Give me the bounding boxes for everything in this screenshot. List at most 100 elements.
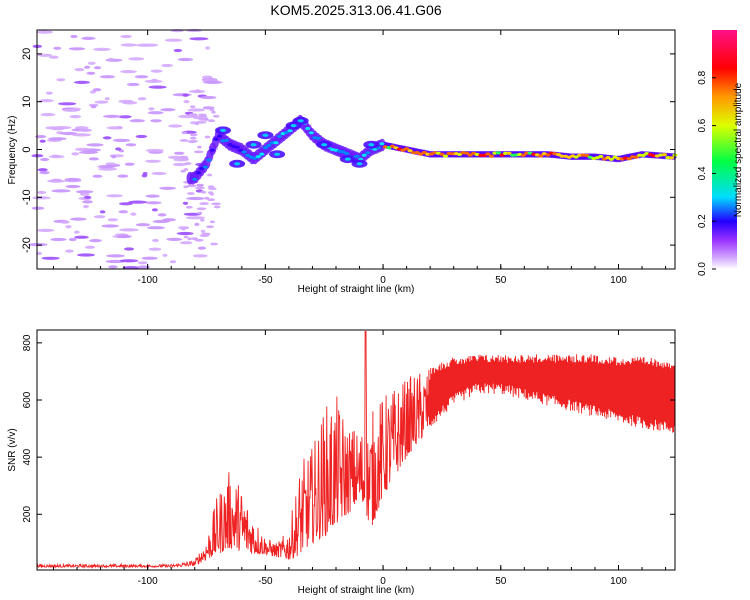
noise-cell	[197, 246, 206, 250]
noise-cell	[119, 259, 139, 263]
ridge-cell	[573, 155, 579, 159]
noise-cell	[124, 162, 135, 166]
noise-cell	[179, 139, 189, 142]
noise-cell	[48, 55, 59, 59]
noise-cell	[145, 159, 162, 163]
colorbar-ticks: 0.0 0.2 0.4 0.6 0.8	[697, 70, 716, 276]
noise-cell	[146, 226, 165, 230]
x-tick-label: 50	[495, 576, 507, 587]
ridge-cell	[598, 154, 604, 159]
noise-cell	[70, 217, 87, 221]
noise-cell	[145, 201, 162, 205]
noise-cell	[126, 82, 140, 87]
noise-cell	[182, 93, 189, 97]
noise-cell	[185, 216, 206, 220]
noise-cell	[86, 71, 96, 75]
noise-cell	[68, 47, 86, 51]
snr-x-label: Height of straight line (km)	[298, 585, 415, 596]
noise-cell	[152, 238, 159, 243]
noise-cell	[74, 235, 89, 239]
noise-cell	[115, 147, 122, 151]
noise-cell	[189, 136, 197, 140]
noise-cell	[79, 192, 90, 196]
noise-cell	[90, 90, 96, 94]
noise-cell	[135, 134, 148, 139]
noise-cell	[151, 208, 158, 212]
noise-cell	[150, 69, 163, 73]
snr-y-ticks: 200 400 600 800	[22, 334, 675, 523]
noise-cell	[172, 162, 187, 167]
noise-cell	[125, 143, 137, 147]
noise-cell	[119, 202, 133, 206]
y-tick-label: 800	[22, 334, 33, 351]
noise-cell	[69, 115, 82, 119]
noise-cell	[89, 239, 102, 243]
noise-cell	[51, 154, 60, 158]
ridge-cell	[633, 155, 639, 159]
ridge-cell	[439, 152, 445, 156]
ridge-cell	[404, 147, 410, 151]
noise-cell	[86, 143, 104, 147]
noise-cell	[200, 229, 206, 233]
noise-cell	[164, 38, 183, 42]
noise-cell	[150, 119, 162, 123]
noise-cell	[90, 105, 97, 109]
y-tick-label: -20	[21, 237, 33, 253]
colorbar-tick-label: 0.6	[697, 118, 708, 132]
noise-cell	[209, 108, 215, 112]
ridge-blob-core	[220, 128, 226, 132]
x-tick-label: 0	[380, 576, 386, 587]
noise-cell	[182, 226, 190, 230]
ridge-cell	[259, 152, 265, 156]
noise-cell	[186, 184, 197, 188]
noise-cell	[32, 196, 51, 200]
noise-cell	[58, 102, 77, 106]
colorbar-label: Normalized spectral amplitude	[733, 82, 744, 217]
ridge-blob-core	[262, 133, 269, 137]
noise-cell	[213, 205, 221, 209]
ridge-cell	[262, 146, 268, 150]
noise-cell	[120, 34, 132, 39]
noise-cell	[137, 97, 147, 101]
ridge-cell	[354, 154, 360, 158]
noise-cell	[207, 119, 216, 123]
noise-cell	[187, 108, 206, 112]
noise-cell	[142, 172, 148, 176]
noise-cell	[56, 78, 66, 82]
noise-cell	[93, 47, 111, 52]
noise-cell	[198, 113, 207, 117]
noise-cell	[173, 48, 183, 53]
colorbar-tick-label: 0.8	[697, 70, 708, 84]
noise-cell	[157, 213, 167, 217]
noise-cell	[81, 36, 96, 41]
noise-cell	[104, 97, 110, 101]
noise-cell	[112, 138, 131, 142]
noise-cell	[128, 200, 148, 204]
ridge-blob-core	[344, 157, 351, 161]
ridge-blob-core	[274, 152, 281, 156]
noise-cell	[204, 135, 211, 139]
noise-cell	[119, 228, 139, 232]
noise-cell	[117, 234, 132, 239]
noise-cell	[99, 210, 106, 214]
ridge-blob-core	[290, 124, 297, 128]
noise-cell	[65, 249, 74, 253]
noise-cell	[83, 205, 89, 209]
noise-cell	[210, 242, 219, 246]
noise-cell	[35, 135, 47, 139]
noise-cell	[208, 187, 217, 191]
ridge-cell	[640, 153, 646, 157]
noise-cell	[168, 155, 183, 159]
snr-x-ticks: -100 -50 0 50 100	[52, 330, 667, 587]
ridge-cell	[488, 154, 494, 158]
ridge-cell	[216, 134, 223, 138]
noise-cell	[79, 150, 98, 154]
figure-title: KOM5.2025.313.06.41.G06	[270, 2, 441, 18]
ridge-blob-core	[234, 162, 241, 166]
noise-cell	[161, 63, 174, 68]
ridge-cell	[287, 129, 293, 133]
noise-cell	[177, 57, 194, 62]
y-tick-label: 200	[22, 506, 33, 523]
noise-cell	[190, 105, 196, 109]
noise-cell	[199, 95, 217, 100]
